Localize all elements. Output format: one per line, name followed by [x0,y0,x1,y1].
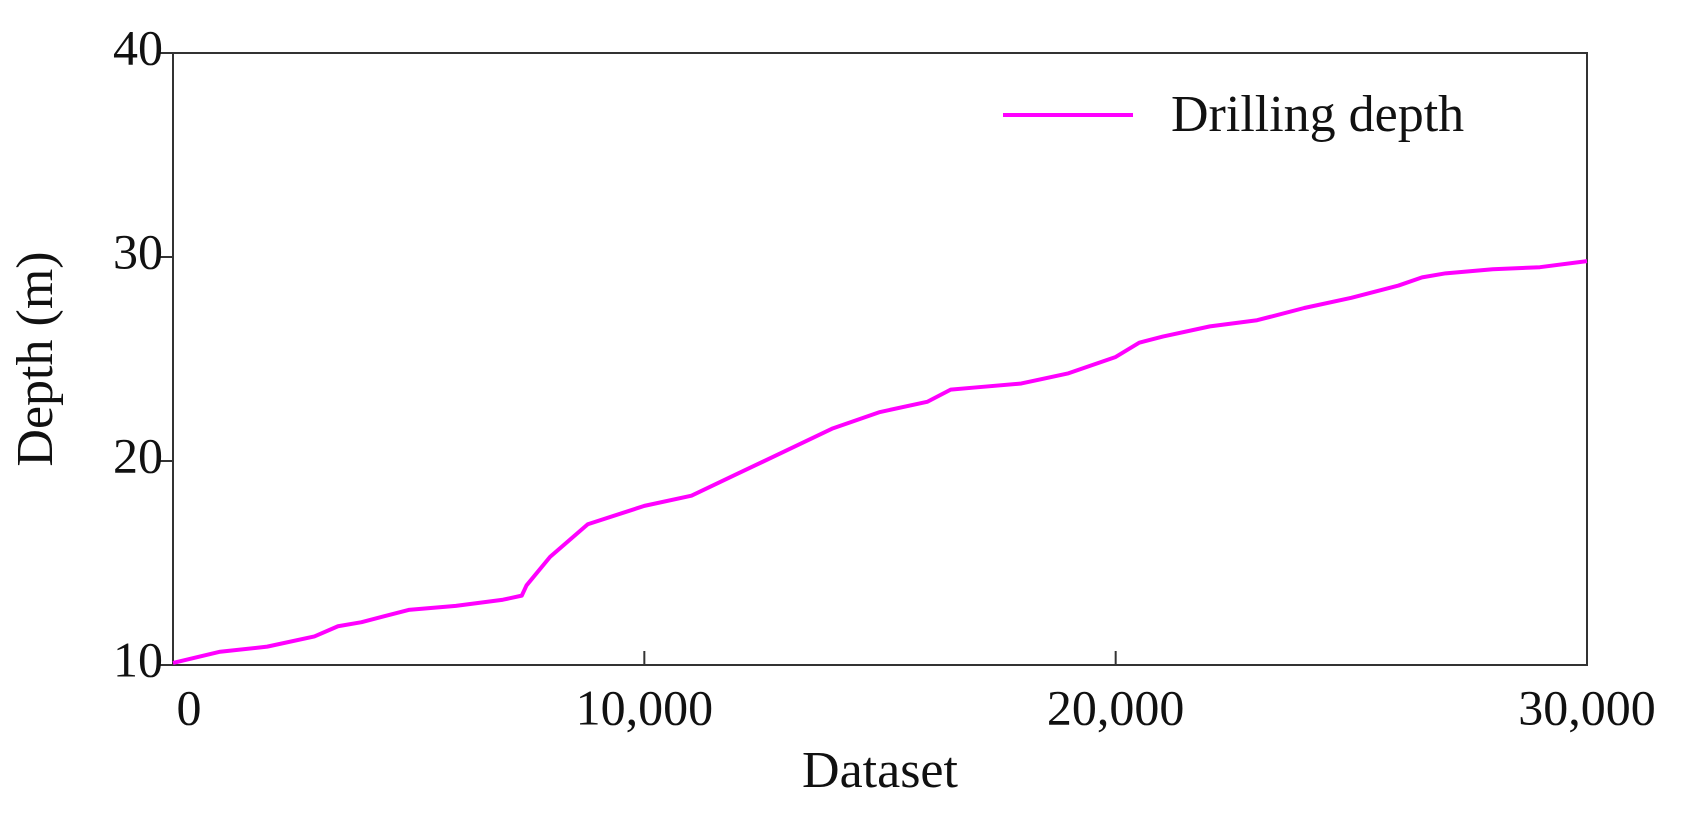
plot-frame [172,52,1588,666]
y-tick-label: 10 [113,631,163,687]
data-line [172,259,1588,665]
legend-label: Drilling depth [1171,86,1464,143]
x-tick-label: 20,000 [1047,679,1185,735]
y-tick-label: 30 [113,223,163,279]
x-tick-label: 0 [177,679,202,735]
y-tick-label: 20 [113,427,163,483]
y-axis-label: Depth (m) [7,251,64,466]
x-tick-label: 10,000 [576,679,714,735]
x-axis-label: Dataset [802,742,958,799]
x-tick-label: 30,000 [1518,679,1656,735]
y-tick-label: 40 [113,19,163,75]
